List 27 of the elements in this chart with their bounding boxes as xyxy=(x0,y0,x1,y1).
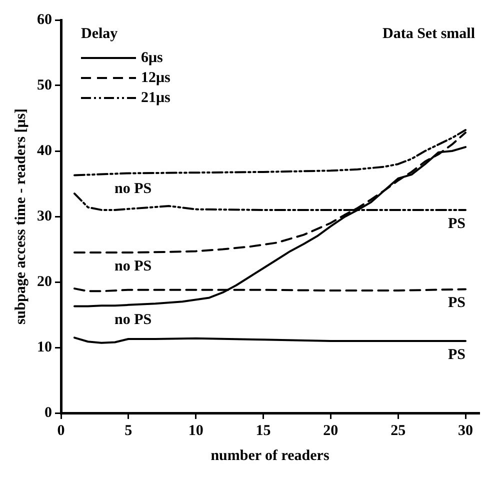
x-tick-label: 5 xyxy=(124,422,132,439)
y-tick-label: 60 xyxy=(37,12,52,28)
y-tick-label: 10 xyxy=(37,339,52,356)
legend-title: Delay xyxy=(81,26,118,42)
y-tick-label: 40 xyxy=(37,142,52,159)
legend-label: 21μs xyxy=(141,90,171,106)
y-axis-title: subpage access time - readers [μs] xyxy=(12,108,29,325)
x-tick-label: 25 xyxy=(390,422,406,439)
annotation: no PS xyxy=(114,312,152,328)
y-tick-label: 30 xyxy=(37,208,52,224)
annotation: PS xyxy=(448,216,466,232)
y-tick-label: 0 xyxy=(44,404,52,421)
x-tick-label: 30 xyxy=(458,422,474,439)
annotation: PS xyxy=(448,295,466,312)
x-tick-label: 20 xyxy=(323,422,338,439)
annotation: PS xyxy=(448,346,466,363)
y-tick-label: 20 xyxy=(37,274,52,290)
x-axis-title: number of readers xyxy=(210,448,330,464)
annotation: no PS xyxy=(114,258,152,274)
legend-label: 6μs xyxy=(141,50,164,66)
annotation: Data Set small xyxy=(382,26,475,42)
y-tick-label: 50 xyxy=(37,77,52,94)
legend-label: 12μs xyxy=(141,70,171,86)
x-tick-label: 15 xyxy=(256,422,271,439)
x-tick-label: 10 xyxy=(188,422,204,439)
annotation: no PS xyxy=(114,181,152,198)
x-tick-label: 0 xyxy=(57,422,65,439)
